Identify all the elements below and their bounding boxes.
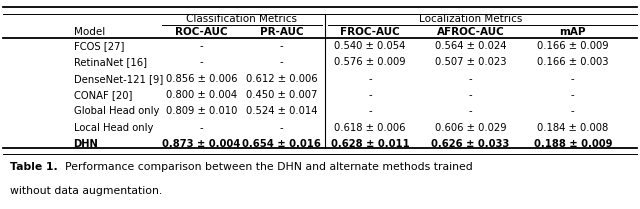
Text: Classification Metrics: Classification Metrics xyxy=(186,14,298,24)
Text: -: - xyxy=(368,106,372,116)
Text: RetinaNet [16]: RetinaNet [16] xyxy=(74,57,147,67)
Text: 0.524 ± 0.014: 0.524 ± 0.014 xyxy=(246,106,317,116)
Text: 0.618 ± 0.006: 0.618 ± 0.006 xyxy=(334,123,406,133)
Text: mAP: mAP xyxy=(559,27,586,37)
Text: 0.576 ± 0.009: 0.576 ± 0.009 xyxy=(334,57,406,67)
Text: 0.628 ± 0.011: 0.628 ± 0.011 xyxy=(330,139,410,149)
Text: CONAF [20]: CONAF [20] xyxy=(74,90,132,100)
Text: 0.612 ± 0.006: 0.612 ± 0.006 xyxy=(246,74,317,84)
Text: -: - xyxy=(571,106,575,116)
Text: Local Head only: Local Head only xyxy=(74,123,153,133)
Text: 0.188 ± 0.009: 0.188 ± 0.009 xyxy=(534,139,612,149)
Text: 0.166 ± 0.003: 0.166 ± 0.003 xyxy=(537,57,609,67)
Text: FROC-AUC: FROC-AUC xyxy=(340,27,400,37)
Text: -: - xyxy=(571,90,575,100)
Text: ROC-AUC: ROC-AUC xyxy=(175,27,228,37)
Text: -: - xyxy=(468,106,472,116)
Text: AFROC-AUC: AFROC-AUC xyxy=(436,27,504,37)
Text: 0.166 ± 0.009: 0.166 ± 0.009 xyxy=(537,41,609,51)
Text: -: - xyxy=(280,41,284,51)
Text: -: - xyxy=(468,90,472,100)
Text: 0.450 ± 0.007: 0.450 ± 0.007 xyxy=(246,90,317,100)
Text: -: - xyxy=(368,74,372,84)
Text: 0.540 ± 0.054: 0.540 ± 0.054 xyxy=(334,41,406,51)
Text: Model: Model xyxy=(74,27,105,37)
Text: without data augmentation.: without data augmentation. xyxy=(10,186,162,196)
Text: DenseNet-121 [9]: DenseNet-121 [9] xyxy=(74,74,163,84)
Text: FCOS [27]: FCOS [27] xyxy=(74,41,124,51)
Text: -: - xyxy=(280,57,284,67)
Text: 0.184 ± 0.008: 0.184 ± 0.008 xyxy=(537,123,609,133)
Text: 0.856 ± 0.006: 0.856 ± 0.006 xyxy=(166,74,237,84)
Text: -: - xyxy=(280,123,284,133)
Text: 0.809 ± 0.010: 0.809 ± 0.010 xyxy=(166,106,237,116)
Text: 0.626 ± 0.033: 0.626 ± 0.033 xyxy=(431,139,509,149)
Text: -: - xyxy=(468,74,472,84)
Text: 0.654 ± 0.016: 0.654 ± 0.016 xyxy=(242,139,321,149)
Text: Localization Metrics: Localization Metrics xyxy=(419,14,523,24)
Text: Performance comparison between the DHN and alternate methods trained: Performance comparison between the DHN a… xyxy=(58,162,472,172)
Text: -: - xyxy=(200,57,204,67)
Text: -: - xyxy=(200,123,204,133)
Text: 0.800 ± 0.004: 0.800 ± 0.004 xyxy=(166,90,237,100)
Text: -: - xyxy=(571,74,575,84)
Text: PR-AUC: PR-AUC xyxy=(260,27,303,37)
Text: DHN: DHN xyxy=(74,139,99,149)
Text: Table 1.: Table 1. xyxy=(10,162,58,172)
Text: 0.873 ± 0.004: 0.873 ± 0.004 xyxy=(163,139,241,149)
Text: -: - xyxy=(200,41,204,51)
Text: 0.507 ± 0.023: 0.507 ± 0.023 xyxy=(435,57,506,67)
Text: 0.564 ± 0.024: 0.564 ± 0.024 xyxy=(435,41,506,51)
Text: Global Head only: Global Head only xyxy=(74,106,159,116)
Text: -: - xyxy=(368,90,372,100)
Text: 0.606 ± 0.029: 0.606 ± 0.029 xyxy=(435,123,506,133)
